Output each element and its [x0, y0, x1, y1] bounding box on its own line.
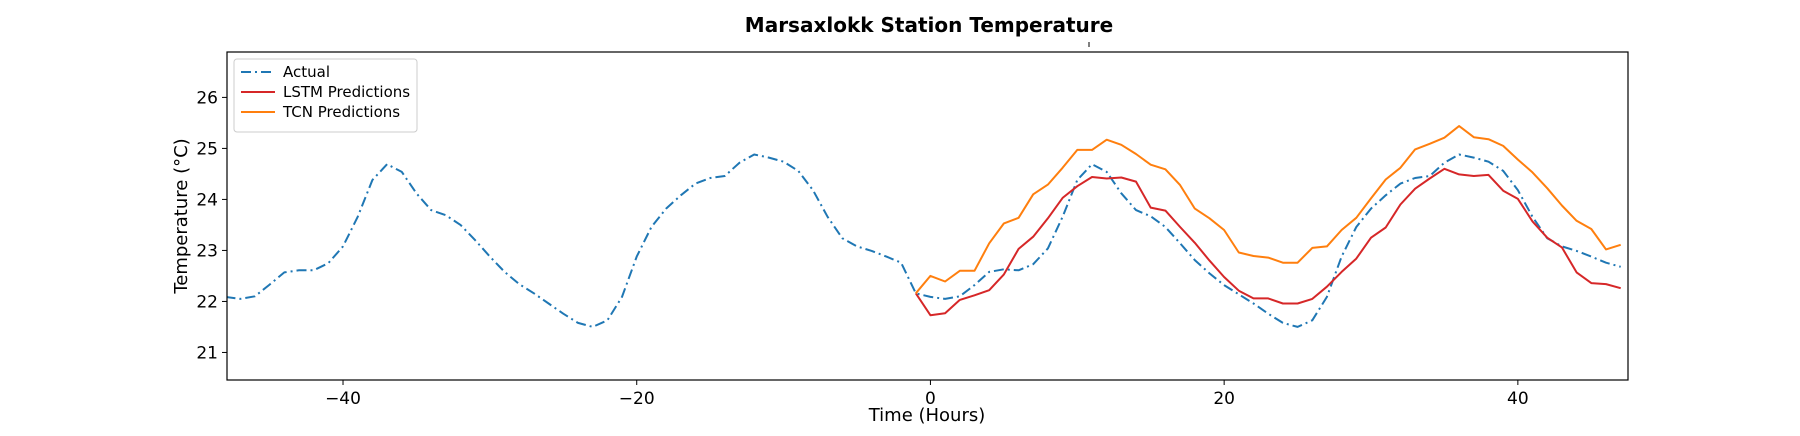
y-axis-label: Temperature (°C)	[171, 138, 192, 294]
y-tick-label: 22	[196, 292, 218, 312]
chart-title: Marsaxlokk Station Temperature	[745, 13, 1113, 37]
x-tick-label: −40	[325, 389, 361, 409]
x-tick-label: 40	[1507, 389, 1529, 409]
axes-frame	[226, 51, 1629, 381]
y-axis: 21 22 23 24 25 26	[196, 88, 227, 363]
y-tick-label: 23	[196, 241, 218, 261]
legend-label: Actual	[283, 63, 330, 81]
legend: Actual LSTM Predictions TCN Predictions	[233, 58, 418, 133]
x-axis-label: Time (Hours)	[868, 405, 986, 426]
plot-area: −40 −20 0 20 40 21 22 23 24 25 26	[196, 51, 1629, 409]
x-tick-label: −20	[619, 389, 655, 409]
x-tick-label: 20	[1213, 389, 1235, 409]
series-line-tcn-predictions	[915, 125, 1621, 294]
legend-box	[233, 58, 418, 133]
series-layer	[227, 125, 1621, 328]
x-axis: −40 −20 0 20 40	[325, 380, 1529, 409]
y-tick-label: 26	[196, 88, 218, 108]
series-line-actual	[227, 153, 1621, 328]
series-line-lstm-predictions	[914, 167, 1621, 317]
y-tick-label: 25	[196, 139, 218, 159]
y-tick-label: 24	[196, 190, 218, 210]
legend-label: TCN Predictions	[282, 103, 400, 121]
legend-label: LSTM Predictions	[283, 83, 410, 101]
y-tick-label: 21	[196, 343, 218, 363]
x-tick-label: 0	[925, 389, 936, 409]
